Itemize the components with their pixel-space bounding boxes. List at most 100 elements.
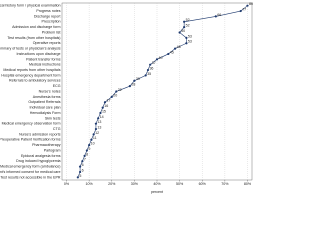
y-tick-label: Drug induced hypoglycemia [16,159,60,163]
data-label: 48 [177,45,181,49]
data-label: 50 [181,29,185,33]
point [94,122,98,125]
point [103,101,107,104]
point [76,176,79,179]
point [81,160,84,163]
y-tick-label: Medical emergency form (ambulance) [0,165,60,169]
x-tick-label: 30% [131,182,139,186]
data-label: 53 [188,40,192,44]
y-tick-label: Prescription [42,20,61,24]
point [149,63,152,66]
x-tick-label: 20% [108,182,116,186]
point [167,52,170,56]
y-tick-label: Patient's informed consent for medical c… [0,170,61,174]
y-tick-label: Medical instructions [29,63,61,67]
point [185,42,188,45]
data-label: 80 [249,2,253,6]
y-tick-label: Epidural analgesia forms [21,154,61,158]
point [94,127,98,131]
data-label: 5 [79,174,81,178]
data-label: 22 [118,88,122,92]
point [115,90,118,93]
y-tick-label: Anesthesia forms [33,95,61,99]
point [90,138,93,141]
y-tick-label: ECG [53,84,61,88]
y-tick-label: Summary of tests or physician's analysis [0,47,61,51]
point [178,31,181,34]
point [185,36,188,39]
y-tick-label: Outpatient Referrals [28,100,60,104]
data-label: 15 [102,109,106,113]
point [83,154,86,157]
data-label: 8 [86,152,88,156]
y-tick-label: Nurse's notes [39,89,61,93]
y-tick-label: Hospital emergency department form [1,73,60,77]
x-tick-label: 40% [153,182,161,186]
data-label: 11 [93,136,97,140]
y-tick-label: Instructions upon discharge [17,52,61,56]
y-tick-label: Patient transfer forms [26,57,61,61]
x-axis-label: percent [151,190,163,194]
y-tick-label: Operative reports [33,41,61,45]
y-tick-label: Skin tests [45,116,61,120]
y-tick-label: Problem list [42,30,61,34]
x-tick-label: 10% [86,182,94,186]
data-label: 9 [88,147,90,151]
y-tick-label: Test results not accessible in the EPR [0,175,61,179]
data-label: 14 [100,115,104,119]
data-label: 13 [97,120,101,124]
point [173,47,177,50]
point [101,106,104,109]
y-tick-label: Pharmacotherapy [32,143,61,147]
y-tick-label: Nurse's admission reports [19,132,61,136]
chart: percent 0% 10% 20% 30% 40% 50% 60% 70% 80% Medica… [0,2,253,194]
data-label: 28 [131,83,135,87]
data-label: 66 [217,13,221,17]
data-label: 12 [95,131,99,135]
x-tick-label: 60% [199,182,207,186]
point [133,79,136,82]
y-tick-label: Admission and discharge form [12,25,60,29]
x-tick-label: 0% [64,182,70,186]
point [78,170,82,174]
x-tick-label: 80% [244,182,252,186]
y-tick-label: Preoperative Patient Verification forms [0,138,61,142]
y-tick-label: Progress notes [36,9,60,13]
data-label: 77 [242,7,246,11]
point [99,111,102,115]
y-tick-label: Referrals to ambulatory services [9,79,61,83]
y-tick-label: Discharge report [34,14,61,18]
data-label: 16 [104,104,108,108]
point [85,149,88,152]
data-label: 20 [113,93,117,97]
point [155,58,159,61]
data-label: 52 [186,24,190,28]
point [183,26,186,29]
y-tick-label: Partogram [44,148,61,152]
data-label: 35 [147,72,151,76]
y-tick-label: CTG [53,127,61,131]
point [183,20,186,23]
point [246,4,249,7]
point [92,133,95,136]
point [110,95,113,98]
point [144,74,147,77]
point [78,165,82,168]
data-label: 6 [82,168,84,172]
data-label: 7 [84,158,86,162]
data-label: 13 [97,125,101,129]
data-label: 45 [170,50,174,54]
y-tick-label: Test results (from other hospitals) [7,36,60,40]
data-label: 10 [91,142,95,146]
data-label: 36 [149,66,153,70]
x-tick-label: 70% [221,182,229,186]
y-tick-label: Hemodialysis Form [30,111,61,115]
point [128,85,131,88]
point [88,144,91,147]
point [214,15,217,18]
y-tick-label: Medical history form / physical examinat… [0,4,61,8]
data-label: 6 [82,163,84,167]
point [239,9,242,13]
data-label: 30 [136,77,140,81]
data-label: 53 [188,34,192,38]
